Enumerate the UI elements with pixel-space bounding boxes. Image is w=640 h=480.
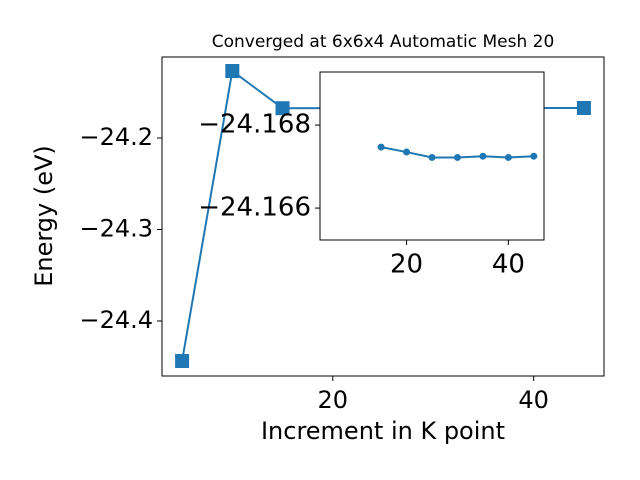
marker [576,101,591,116]
marker [225,64,240,79]
x-tick-label: 20 [317,386,348,414]
axes-frame [161,56,605,377]
marker [453,153,461,161]
marker [530,152,538,160]
marker [504,153,512,161]
y-tick-label: −24.166 [198,193,311,223]
axes-frame [319,71,545,241]
marker [377,143,385,151]
marker [403,148,411,156]
x-tick-label: 20 [390,250,423,280]
series [377,143,538,161]
x-axis-label: Increment in K point [261,417,505,445]
y-tick-label: −24.2 [79,123,153,151]
y-axis-label: Energy (eV) [30,145,58,287]
marker [479,152,487,160]
marker [275,101,290,116]
chart-title: Converged at 6x6x4 Automatic Mesh 20 [212,32,555,52]
y-tick-label: −24.3 [79,214,153,242]
x-tick-label: 40 [492,250,525,280]
y-tick-label: −24.168 [198,110,311,140]
marker [175,353,190,368]
y-tick-label: −24.4 [79,306,153,334]
marker [428,153,436,161]
x-tick-label: 40 [518,386,549,414]
